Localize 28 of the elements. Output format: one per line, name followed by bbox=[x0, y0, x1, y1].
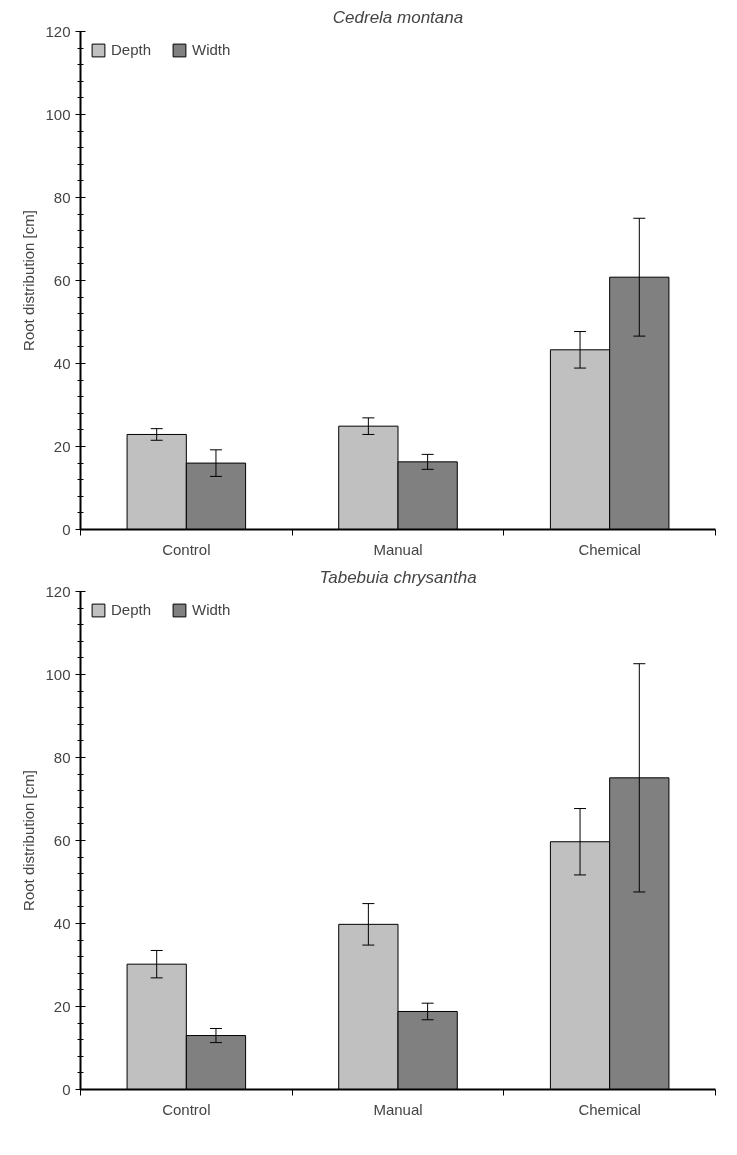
y-tick-label: 100 bbox=[45, 105, 71, 123]
y-axis-title: Root distribution [cm] bbox=[20, 770, 38, 911]
y-tick-label: 40 bbox=[53, 354, 71, 372]
x-tick-label: Chemical bbox=[578, 540, 641, 558]
y-tick-label: 20 bbox=[53, 437, 71, 455]
x-tick-label: Control bbox=[162, 1100, 211, 1118]
y-tick-label: 0 bbox=[62, 520, 71, 538]
x-tick-label: Chemical bbox=[578, 1100, 641, 1118]
x-tick-label: Manual bbox=[373, 540, 423, 558]
y-axis-title: Root distribution [cm] bbox=[20, 210, 38, 351]
y-tick-label: 120 bbox=[45, 22, 71, 40]
x-tick-label: Manual bbox=[373, 1100, 423, 1118]
legend-label: Width bbox=[192, 601, 231, 618]
chart-title: Tabebuia chrysantha bbox=[319, 567, 477, 587]
y-tick-label: 60 bbox=[53, 831, 71, 849]
y-tick-label: 60 bbox=[53, 271, 71, 289]
chart-title: Cedrela montana bbox=[332, 7, 464, 27]
y-tick-label: 0 bbox=[62, 1080, 71, 1098]
y-tick-label: 20 bbox=[53, 997, 71, 1015]
legend-label: Width bbox=[192, 41, 231, 58]
y-tick-label: 80 bbox=[53, 748, 71, 766]
legend-label: Depth bbox=[111, 601, 152, 618]
y-tick-label: 40 bbox=[53, 914, 71, 932]
y-tick-label: 80 bbox=[53, 188, 71, 206]
y-tick-label: 120 bbox=[45, 582, 71, 600]
y-tick-label: 100 bbox=[45, 665, 71, 683]
x-tick-label: Control bbox=[162, 540, 211, 558]
legend-label: Depth bbox=[111, 41, 152, 58]
